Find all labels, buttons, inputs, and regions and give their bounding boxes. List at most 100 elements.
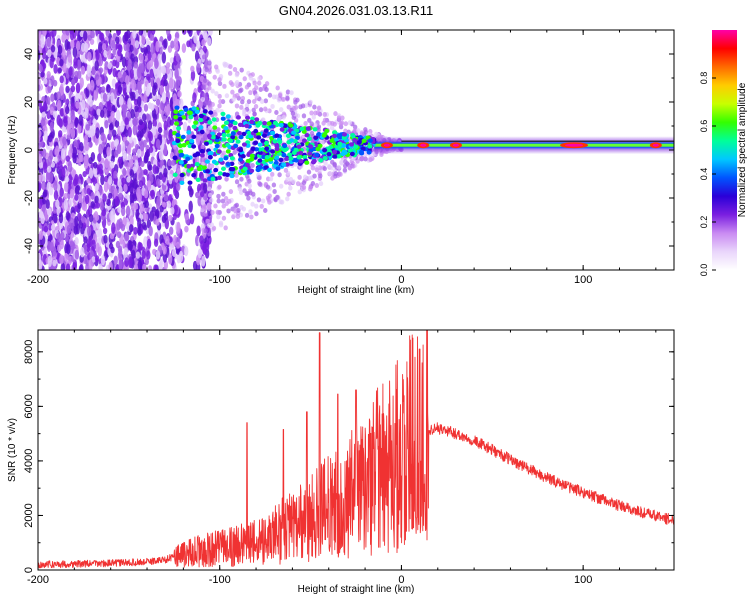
spectrogram-halo-cell — [215, 107, 220, 113]
spectrogram-noise-cell — [38, 31, 41, 41]
spectrogram-noise-cell — [135, 251, 141, 259]
spectrogram-noise-cell — [163, 38, 168, 49]
spectrogram-transition-cell — [201, 165, 207, 170]
spectrogram-halo-cell — [236, 207, 241, 213]
spectrogram-noise-cell — [107, 62, 112, 70]
spectrogram-halo-cell — [308, 186, 313, 192]
spectrogram-transition-cell — [278, 122, 284, 128]
spectrogram-halo-cell — [239, 176, 244, 182]
spectrogram-halo-cell — [309, 121, 314, 127]
spectrogram-halo-cell — [248, 209, 253, 215]
spectrogram-noise-cell — [199, 235, 204, 245]
spectrogram-halo-cell — [217, 77, 222, 83]
spectrogram-halo-cell — [330, 120, 335, 126]
spectrogram-noise-cell — [201, 38, 206, 47]
spectrogram-noise-cell — [88, 258, 93, 270]
spectrogram-halo-cell — [203, 211, 208, 217]
spectrogram-noise-cell — [46, 71, 51, 79]
spectrogram-noise-cell — [131, 91, 136, 101]
spectrogram-transition-cell — [211, 117, 217, 122]
spectrogram-noise-cell — [109, 160, 115, 169]
spectrogram-transition-cell — [308, 144, 314, 149]
spectrogram-noise-cell — [202, 30, 207, 40]
spectrogram-noise-cell — [69, 240, 74, 250]
spectrogram-halo-cell — [237, 88, 243, 94]
spectrogram-transition-cell — [282, 143, 288, 149]
spectrogram-noise-cell — [163, 194, 169, 202]
spectrogram-noise-cell — [117, 84, 123, 95]
spectrogram-noise-cell — [99, 168, 104, 177]
spectrogram-noise-cell — [65, 30, 70, 36]
spectrogram-transition-cell — [221, 137, 227, 142]
spectrogram-noise-cell — [87, 130, 92, 138]
spectrogram-halo-cell — [285, 196, 290, 202]
spectrogram-noise-cell — [151, 126, 157, 136]
spectrogram-halo-cell — [238, 189, 244, 195]
spectrogram-transition-cell — [249, 168, 255, 173]
spectrogram-noise-cell — [95, 49, 100, 61]
spectrogram-noise-cell — [150, 42, 155, 55]
spectrogram-transition-cell — [244, 162, 250, 168]
spectrogram-noise-cell — [61, 166, 66, 178]
spectrogram-noise-cell — [136, 66, 142, 79]
spectrogram-noise-cell — [132, 117, 137, 126]
spectrogram-noise-cell — [80, 246, 85, 258]
snr-x-tick-label: -200 — [27, 574, 49, 586]
spectrogram-noise-cell — [158, 149, 164, 161]
spectrogram-noise-cell — [101, 86, 106, 94]
spectrogram-halo-cell — [228, 189, 234, 195]
spectrogram-halo-cell — [315, 110, 321, 116]
spectrogram-noise-cell — [127, 239, 132, 251]
spectrogram-halo-cell — [288, 185, 293, 191]
spectrogram-noise-cell — [70, 85, 76, 93]
spectrogram-transition-cell — [194, 109, 200, 115]
spectrogram-transition-cell — [361, 138, 367, 144]
spectrogram-transition-cell — [223, 155, 229, 161]
spectrogram-noise-cell — [48, 172, 54, 183]
spectrogram-noise-cell — [53, 214, 58, 224]
spectrogram-halo-cell — [217, 184, 222, 190]
spectrogram-noise-cell — [190, 65, 195, 73]
spectrogram-noise-cell — [61, 125, 67, 133]
spectrogram-noise-cell — [186, 30, 192, 34]
spectrogram-noise-cell — [196, 63, 201, 74]
spectrogram-transition-cell — [217, 171, 223, 176]
spectrogram-transition-cell — [195, 177, 201, 182]
spectrogram-halo-cell — [203, 195, 208, 201]
spectrogram-noise-cell — [153, 264, 158, 270]
spectrogram-y-tick-label: 40 — [23, 48, 35, 60]
spectrogram-transition-cell — [173, 115, 179, 120]
spectrogram-noise-cell — [126, 176, 131, 183]
spectrogram-halo-cell — [207, 85, 212, 91]
spectrogram-noise-cell — [93, 161, 98, 169]
spectrogram-noise-cell — [163, 120, 168, 131]
spectrogram-noise-cell — [136, 80, 142, 91]
spectrogram-transition-cell — [205, 169, 211, 174]
spectrogram-transition-cell — [178, 160, 184, 165]
spectrogram-transition-cell — [241, 142, 247, 147]
colorbar: 0.0 0.2 0.4 0.6 0.8 Normalized spectral ampl… — [699, 30, 748, 276]
spectrogram-halo-cell — [247, 178, 252, 184]
spectrogram-transition-cell — [220, 111, 226, 117]
spectrogram-noise-cell — [163, 213, 169, 221]
spectrogram-noise-cell — [74, 215, 79, 228]
spectrogram-halo-cell — [210, 88, 215, 94]
spectrogram-noise-cell — [43, 78, 48, 85]
spectrogram-halo-cell — [347, 164, 352, 170]
spectrogram-noise-cell — [152, 248, 157, 256]
spectrogram-noise-cell — [97, 41, 103, 54]
spectrogram-noise-cell — [176, 182, 181, 192]
spectrogram-halo-cell — [223, 225, 228, 231]
spectrogram-noise-cell — [52, 30, 57, 37]
spectrogram-transition-cell — [236, 130, 242, 136]
spectrogram-noise-cell — [64, 252, 69, 261]
spectrogram-noise-cell — [132, 154, 137, 161]
spectrogram-halo-cell — [290, 110, 296, 116]
spectrogram-noise-cell — [79, 142, 84, 152]
spectrogram-halo-cell — [272, 189, 277, 195]
spectrogram-noise-cell — [77, 123, 82, 134]
spectrogram-transition-cell — [282, 123, 288, 128]
spectrogram-noise-cell — [43, 130, 48, 142]
spectrogram-halo-cell — [214, 64, 219, 70]
spectrogram-transition-cell — [228, 123, 234, 128]
